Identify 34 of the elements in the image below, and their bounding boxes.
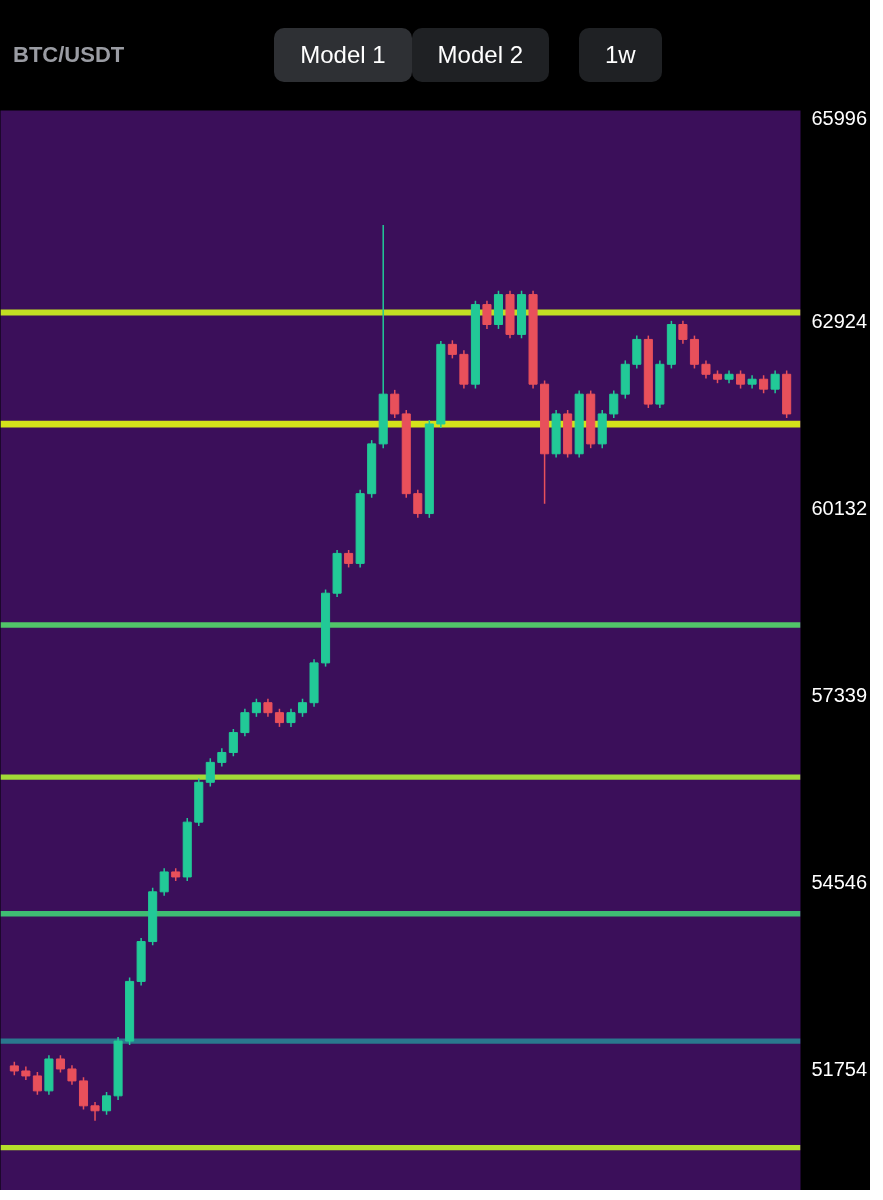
candlestick — [447, 339, 457, 360]
candlestick — [205, 757, 215, 788]
candlestick — [90, 1101, 100, 1122]
text: Model 2 — [411, 27, 549, 83]
candlestick — [286, 708, 296, 728]
text: Model 1 — [274, 27, 412, 83]
y-tick-label: 60132 — [811, 496, 868, 519]
y-tick-label: 62924 — [811, 309, 868, 332]
y-tick-label: 51754 — [811, 1057, 868, 1080]
candlestick — [251, 697, 261, 718]
candlestick — [770, 369, 780, 394]
candlestick — [390, 389, 400, 419]
candlestick — [263, 697, 273, 718]
chart-title: BTC/USDT — [13, 41, 125, 70]
y-tick-label: 57339 — [811, 683, 868, 706]
candlestick — [32, 1071, 42, 1096]
candlestick — [297, 697, 308, 718]
candlestick — [240, 708, 250, 738]
candlestick — [482, 300, 492, 330]
candlestick — [678, 320, 688, 345]
candlestick — [67, 1064, 77, 1086]
candlestick — [217, 747, 227, 768]
text: 1w — [579, 27, 662, 83]
candlestick — [413, 488, 423, 519]
candlestick — [759, 374, 769, 394]
y-tick-label: 54546 — [811, 870, 868, 893]
candlestick — [736, 369, 746, 390]
candlestick — [159, 867, 169, 897]
candlestick — [274, 708, 284, 728]
candlestick — [102, 1091, 112, 1116]
candlestick — [228, 728, 238, 758]
y-tick-label: 65996 — [811, 106, 868, 129]
candlestick — [609, 389, 619, 419]
candlestick — [701, 359, 711, 380]
